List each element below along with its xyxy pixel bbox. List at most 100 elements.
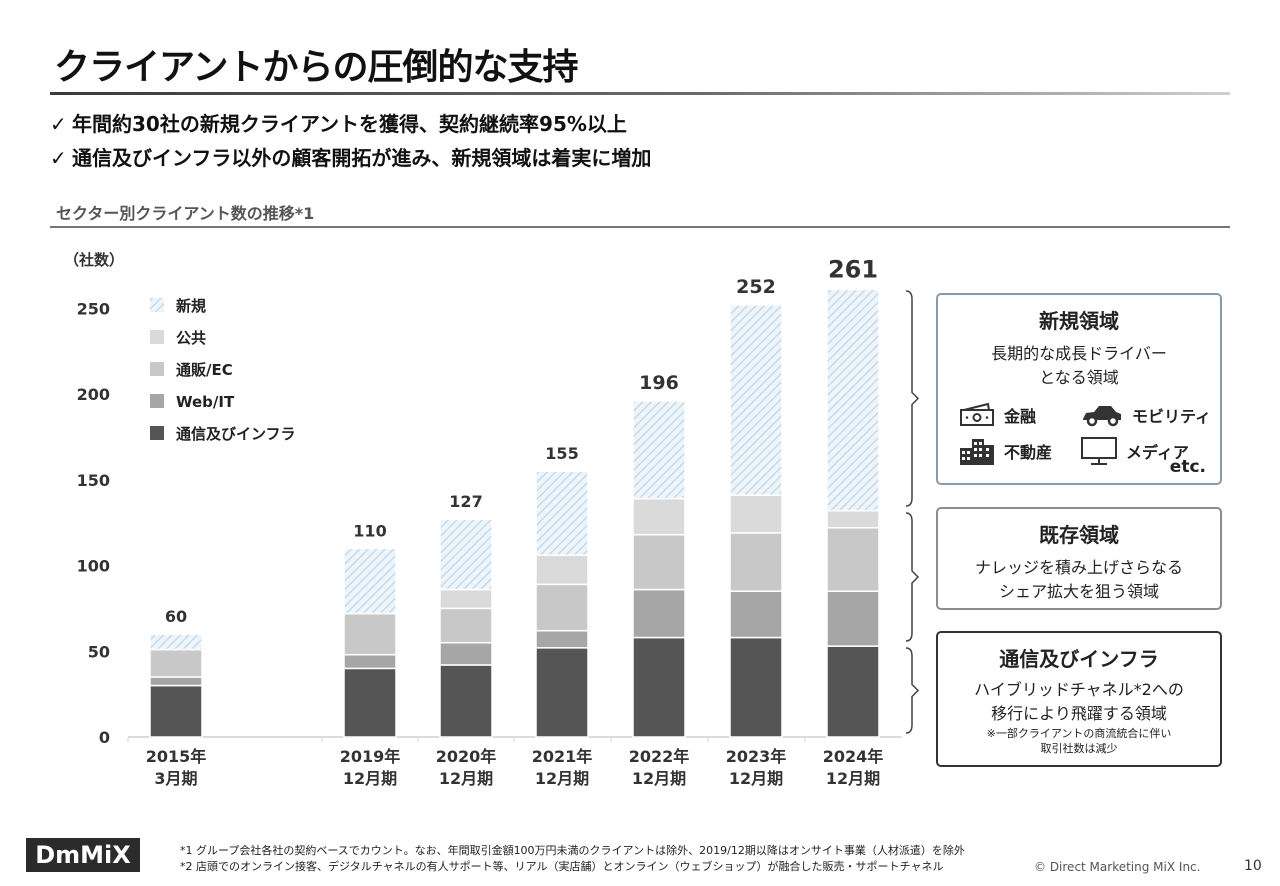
etc-label: etc. (1169, 457, 1206, 477)
mobility-item: モビリティ (1080, 403, 1211, 427)
new-domain-desc: 長期的な成長ドライバー となる領域 (938, 342, 1220, 390)
page-number: 10 (1244, 858, 1262, 874)
bar-segment (149, 633, 203, 651)
x-tick-label: 2023年 (726, 747, 787, 766)
page-title: クライアントからの圧倒的な支持 (54, 47, 579, 88)
bar-segment (343, 653, 397, 670)
key-point: ✓ 年間約30社の新規クライアントを獲得、契約継続率95%以上 (50, 107, 651, 141)
bar-segment (826, 645, 880, 738)
bar-segment (535, 554, 589, 586)
bar-segment (632, 400, 686, 500)
bar-segment (535, 647, 589, 738)
legend-label: Web/IT (176, 393, 235, 411)
legend-label: 公共 (176, 329, 206, 347)
x-tick-label: 2015年 (146, 747, 207, 766)
key-point: ✓ 通信及びインフラ以外の顧客開拓が進み、新規領域は着実に増加 (50, 141, 651, 175)
telecom-note-line1: ※一部クライアントの商流統合に伴い (986, 727, 1172, 740)
bar-segment (439, 664, 493, 738)
x-tick-label: 12月期 (632, 769, 686, 788)
money-icon (960, 402, 994, 426)
bar-segment (439, 607, 493, 644)
company-logo: DmMiX (26, 838, 140, 872)
existing-domain-desc: ナレッジを積み上げさらなる シェア拡大を狙う領域 (938, 556, 1220, 604)
legend-swatch (150, 298, 164, 312)
legend-swatch (150, 394, 164, 408)
telecom-note: ※一部クライアントの商流統合に伴い 取引社数は減少 (938, 726, 1220, 756)
x-tick-label: 2019年 (340, 747, 401, 766)
telecom-title: 通信及びインフラ (999, 647, 1159, 671)
legend-label: 通販/EC (176, 361, 233, 379)
key-points: ✓ 年間約30社の新規クライアントを獲得、契約継続率95%以上 ✓ 通信及びインフラ… (50, 107, 651, 175)
bar-segment (343, 547, 397, 615)
check-icon: ✓ (50, 112, 67, 136)
bar-segment (632, 533, 686, 591)
x-tick-label: 12月期 (343, 769, 397, 788)
bar-segment (439, 588, 493, 610)
bar-segment (729, 494, 783, 534)
real-estate-label: 不動産 (1004, 443, 1053, 462)
copyright: © Direct Marketing MiX Inc. (1034, 860, 1201, 874)
telecom-note-line2: 取引社数は減少 (1040, 742, 1118, 755)
x-tick-label: 2020年 (436, 747, 497, 766)
bar-segment (535, 470, 589, 556)
existing-domain-panel: 既存領域 ナレッジを積み上げさらなる シェア拡大を狙う領域 (936, 507, 1222, 610)
new-domain-brace (905, 290, 920, 507)
footnote-2: *2 店頭でのオンライン接客、デジタルチャネルの有人サポート等、リアル（実店舗）… (180, 860, 944, 873)
bar-total-label: 196 (639, 372, 679, 394)
existing-domain-title: 既存領域 (1039, 523, 1119, 547)
x-tick-label: 2022年 (629, 747, 690, 766)
bar-segment (729, 590, 783, 639)
telecom-desc-line1: ハイブリッドチャネル*2への (974, 680, 1184, 699)
new-domain-desc-line2: となる領域 (1039, 368, 1119, 387)
y-tick-label: 100 (77, 557, 110, 576)
new-domain-desc-line1: 長期的な成長ドライバー (991, 344, 1167, 363)
bar-segment (632, 588, 686, 639)
telecom-panel: 通信及びインフラ ハイブリッドチャネル*2への 移行により飛躍する領域 ※一部ク… (936, 631, 1222, 767)
x-tick-label: 12月期 (729, 769, 783, 788)
bar-segment (632, 636, 686, 738)
y-axis-unit-label: （社数） (64, 251, 124, 269)
bar-segment (729, 636, 783, 738)
x-tick-label: 2024年 (823, 747, 884, 766)
bar-segment (149, 676, 203, 687)
bar-segment (439, 518, 493, 591)
bar-total-label: 261 (828, 255, 878, 283)
y-tick-label: 0 (99, 728, 110, 747)
section-divider (50, 226, 1230, 228)
telecom-desc-line2: 移行により飛躍する領域 (991, 704, 1167, 723)
media-label: メディア (1126, 443, 1189, 462)
y-tick-label: 50 (88, 642, 110, 661)
bar-segment (826, 527, 880, 592)
legend-label: 通信及びインフラ (176, 425, 296, 443)
check-icon: ✓ (50, 146, 67, 170)
finance-label: 金融 (1004, 407, 1037, 426)
new-domain-icons: 金融 モビリティ (958, 397, 1211, 469)
footnote-1: *1 グループ会社各社の契約ベースでカウント。なお、年間取引金額100万円未満の… (180, 844, 965, 857)
footnotes: *1 グループ会社各社の契約ベースでカウント。なお、年間取引金額100万円未満の… (180, 843, 965, 875)
key-point-text: 通信及びインフラ以外の顧客開拓が進み、新規領域は着実に増加 (72, 146, 652, 170)
bar-segment (343, 612, 397, 656)
y-tick-label: 250 (77, 299, 110, 318)
x-tick-label: 12月期 (439, 769, 493, 788)
bar-total-label: 155 (545, 444, 578, 463)
bar-segment (729, 532, 783, 592)
mobility-label: モビリティ (1132, 407, 1212, 426)
new-domain-panel: 新規領域 長期的な成長ドライバー となる領域 金融 モビ (936, 293, 1222, 485)
new-domain-title: 新規領域 (1039, 309, 1119, 333)
x-tick-label: 12月期 (535, 769, 589, 788)
x-tick-label: 2021年 (532, 747, 593, 766)
telecom-brace (905, 647, 920, 734)
existing-domain-brace (905, 512, 920, 642)
bar-total-label: 60 (165, 607, 187, 626)
bar-segment (535, 583, 589, 632)
building-icon (960, 439, 994, 465)
monitor-icon (1081, 437, 1117, 465)
bar-total-label: 110 (353, 521, 386, 540)
x-tick-label: 12月期 (826, 769, 880, 788)
chart-section-label: セクター別クライアント数の推移*1 (56, 204, 315, 223)
real-estate-item: 不動産 (958, 436, 1080, 466)
telecom-desc: ハイブリッドチャネル*2への 移行により飛躍する領域 (938, 678, 1220, 726)
legend-label: 新規 (176, 297, 206, 315)
bar-segment (632, 497, 686, 536)
key-point-text: 年間約30社の新規クライアントを獲得、契約継続率95%以上 (72, 112, 627, 136)
